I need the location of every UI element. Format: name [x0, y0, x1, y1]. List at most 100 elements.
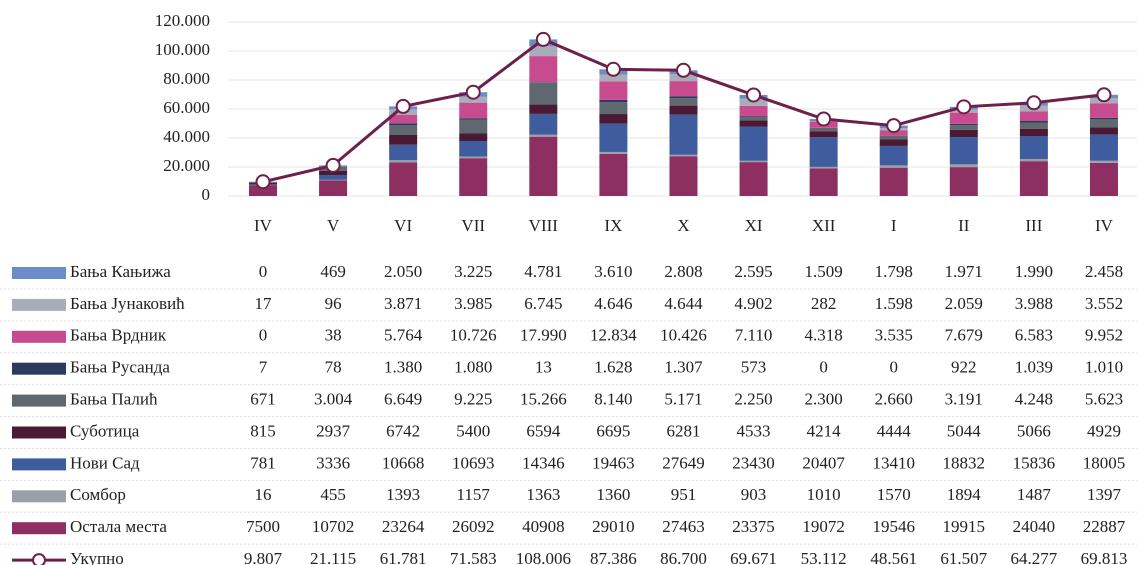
y-tick-label: 60.000 — [163, 98, 210, 117]
table-value: 23430 — [732, 453, 775, 472]
table-value: 2.458 — [1085, 262, 1123, 281]
bar-segment — [1019, 161, 1048, 196]
table-value: 64.277 — [1011, 549, 1058, 565]
table-value: 19463 — [592, 453, 635, 472]
legend-marker — [32, 553, 46, 565]
bar-segment — [949, 112, 978, 124]
bar-segment — [809, 131, 838, 138]
bar-segment — [1019, 158, 1048, 162]
total-marker — [255, 174, 271, 190]
bar-segment — [1019, 111, 1048, 122]
bar-segment — [459, 102, 488, 119]
table-value: 4533 — [737, 421, 771, 440]
legend-label: Сомбор — [70, 485, 126, 504]
table-value: 23264 — [382, 517, 425, 536]
bar-segment — [319, 174, 348, 180]
table-value: 2.059 — [945, 294, 983, 313]
bar-segment — [739, 116, 768, 121]
bar-segment — [949, 123, 978, 126]
table-value: 1360 — [596, 485, 630, 504]
bar-segment — [669, 98, 698, 106]
legend-label: Укупно — [70, 549, 124, 565]
bar-segment — [249, 185, 277, 196]
table-value: 26092 — [452, 517, 495, 536]
table-value: 8.140 — [594, 390, 632, 409]
table-value: 7.679 — [945, 326, 983, 345]
table-value: 9.225 — [454, 390, 492, 409]
x-tick-label: I — [891, 216, 897, 235]
total-marker — [816, 111, 832, 127]
table-value: 2937 — [316, 421, 351, 440]
bar-segment — [599, 74, 628, 82]
x-tick-label: IV — [1095, 216, 1114, 235]
table-value: 9.952 — [1085, 326, 1123, 345]
bar-segment — [1089, 162, 1118, 196]
bar-segment — [1089, 127, 1118, 135]
total-marker — [1026, 95, 1042, 111]
table-value: 4.646 — [594, 294, 632, 313]
y-tick-label: 120.000 — [155, 11, 210, 30]
table-value: 19546 — [872, 517, 915, 536]
table-value: 4444 — [877, 421, 912, 440]
table-value: 13410 — [872, 453, 915, 472]
table-value: 1.039 — [1015, 358, 1053, 377]
table-value: 1363 — [526, 485, 560, 504]
table-value: 0 — [259, 262, 268, 281]
bar-segment — [1019, 121, 1048, 123]
table-value: 71.583 — [450, 549, 497, 565]
table-value: 1.628 — [594, 358, 632, 377]
legend-swatch — [12, 298, 66, 311]
table-value: 3.552 — [1085, 294, 1123, 313]
bar-segment — [949, 129, 978, 138]
table-value: 1393 — [386, 485, 420, 504]
table-value: 3.871 — [384, 294, 422, 313]
table-value: 96 — [325, 294, 342, 313]
table-value: 7.110 — [735, 326, 773, 345]
table-value: 922 — [951, 358, 977, 377]
bar-segment — [1019, 136, 1048, 159]
table-value: 469 — [320, 262, 346, 281]
table-value: 19915 — [943, 517, 986, 536]
bar-segment — [739, 162, 768, 196]
bar-segment — [599, 99, 628, 103]
table-value: 20407 — [802, 453, 845, 472]
bar-segment — [599, 102, 628, 115]
bar-segment — [669, 156, 698, 196]
table-value: 1010 — [807, 485, 841, 504]
table-value: 108.006 — [516, 549, 571, 565]
bar-segment — [529, 104, 558, 114]
bar-segment — [1019, 122, 1048, 129]
table-value: 15836 — [1013, 453, 1056, 472]
bar-segment — [529, 113, 558, 135]
table-value: 40908 — [522, 517, 565, 536]
table-value: 3.004 — [314, 390, 353, 409]
legend-label: Бања Јунаковић — [70, 294, 185, 313]
table-value: 4.902 — [734, 294, 772, 313]
bar-segment — [389, 123, 418, 126]
total-marker — [325, 157, 341, 173]
table-value: 21.115 — [310, 549, 356, 565]
total-marker — [465, 84, 481, 100]
table-value: 6.583 — [1015, 326, 1053, 345]
table-value: 2.808 — [664, 262, 702, 281]
x-tick-label: II — [958, 216, 970, 235]
table-value: 4.781 — [524, 262, 562, 281]
table-value: 10693 — [452, 453, 495, 472]
table-value: 4929 — [1087, 421, 1121, 440]
x-tick-label: XII — [812, 216, 836, 235]
table-value: 781 — [250, 453, 276, 472]
table-value: 14346 — [522, 453, 565, 472]
legend-label: Бања Кањижа — [70, 262, 171, 281]
table-value: 9.807 — [244, 549, 283, 565]
table-value: 69.671 — [730, 549, 777, 565]
bar-segment — [1089, 160, 1118, 163]
bar-segment — [1019, 128, 1048, 137]
table-value: 3.535 — [875, 326, 913, 345]
bar-segment — [529, 56, 558, 83]
bar-segment — [389, 144, 418, 161]
x-tick-label: V — [327, 216, 340, 235]
legend-swatch — [12, 522, 66, 535]
x-tick-label: VII — [461, 216, 485, 235]
table-value: 3.985 — [454, 294, 492, 313]
